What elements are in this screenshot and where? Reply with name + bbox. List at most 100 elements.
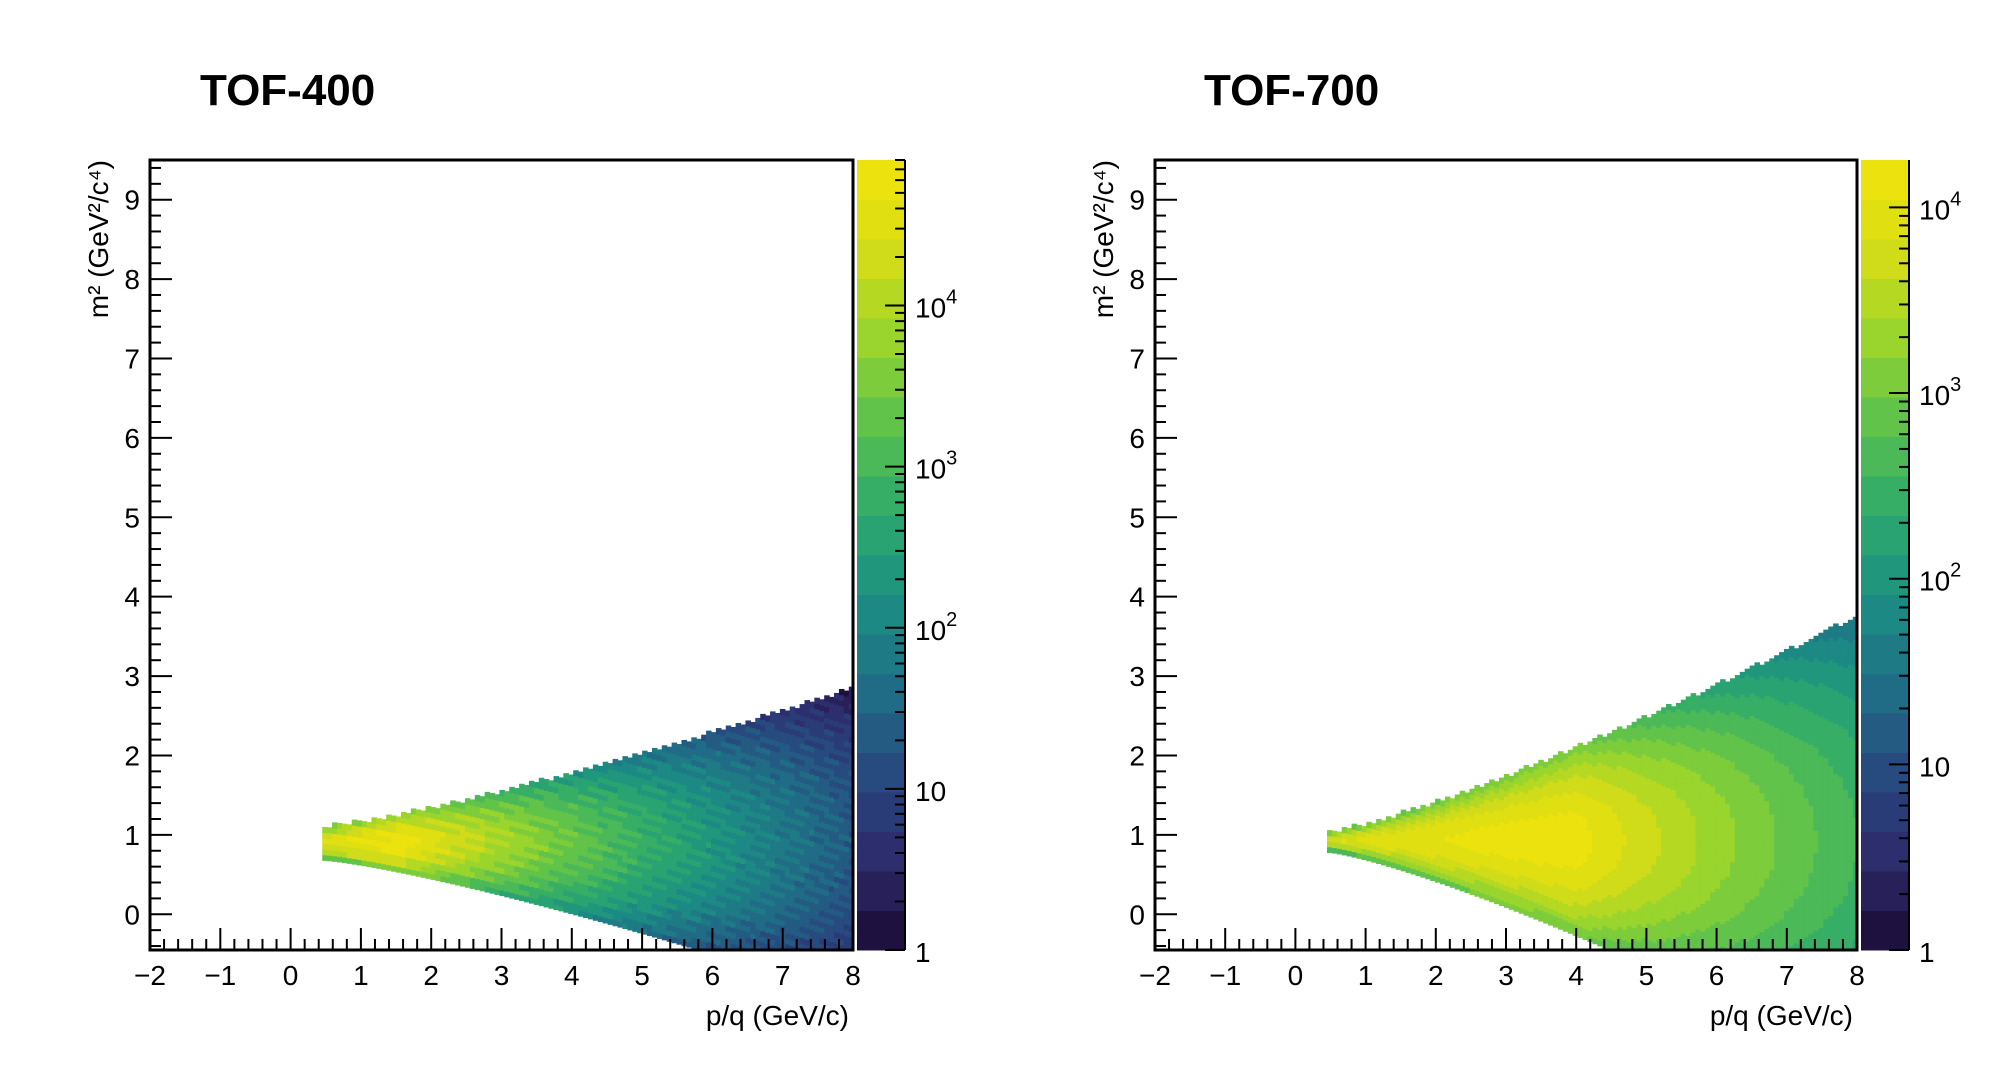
heatmap-cell xyxy=(1538,809,1544,817)
heatmap-cell xyxy=(528,875,535,882)
heatmap-cell xyxy=(1597,890,1603,897)
heatmap-cell xyxy=(760,919,766,926)
heatmap-cell xyxy=(420,832,427,839)
heatmap-cell xyxy=(750,727,756,734)
heatmap-cell xyxy=(543,806,550,813)
heatmap-cell xyxy=(779,859,786,866)
heatmap-cell xyxy=(1567,810,1574,818)
heatmap-cell xyxy=(533,787,540,794)
heatmap-cell xyxy=(484,875,491,882)
heatmap-cell xyxy=(770,933,776,940)
heatmap-cell xyxy=(838,844,845,851)
heatmap-cell xyxy=(779,725,786,732)
heatmap-cell xyxy=(617,776,624,784)
heatmap-cell xyxy=(519,800,525,807)
heatmap-cell xyxy=(1670,739,1677,746)
heatmap-cell xyxy=(523,890,530,897)
heatmap-cell xyxy=(1484,794,1490,801)
heatmap-cell xyxy=(647,757,653,764)
heatmap-cell xyxy=(425,850,432,857)
heatmap-cell xyxy=(1607,788,1613,795)
heatmap-cell xyxy=(1670,889,1677,896)
heatmap-cell xyxy=(533,854,540,861)
heatmap-cell xyxy=(597,777,604,784)
heatmap-cell xyxy=(1607,827,1613,834)
heatmap-cell xyxy=(322,826,328,834)
heatmap-cell xyxy=(519,889,525,896)
heatmap-cell xyxy=(1641,920,1647,927)
heatmap-cell xyxy=(509,797,515,805)
heatmap-cell xyxy=(568,807,574,814)
heatmap-cell xyxy=(1602,903,1608,910)
heatmap-cell xyxy=(730,760,737,767)
heatmap-cell xyxy=(838,822,845,829)
heatmap-cell xyxy=(686,824,692,831)
heatmap-cell xyxy=(760,891,766,898)
heatmap-cell xyxy=(1543,861,1549,869)
heatmap-cell xyxy=(1597,801,1603,808)
heatmap-cell xyxy=(489,826,496,833)
heatmap-cell xyxy=(469,832,476,839)
heatmap-cell xyxy=(1607,772,1613,779)
heatmap-cell xyxy=(1577,787,1584,794)
heatmap-cell xyxy=(642,895,648,902)
heatmap-cell xyxy=(1612,807,1618,814)
heatmap-cell xyxy=(592,859,599,866)
heatmap-cell xyxy=(1528,783,1534,790)
heatmap-cell xyxy=(730,860,737,867)
heatmap-cell xyxy=(1621,767,1628,774)
heatmap-cell xyxy=(637,771,643,778)
heatmap-cell xyxy=(834,748,840,755)
heatmap-cell xyxy=(1636,840,1643,847)
heatmap-cell xyxy=(622,861,628,868)
heatmap-cell xyxy=(819,966,825,972)
heatmap-cell xyxy=(838,794,845,801)
heatmap-cell xyxy=(819,788,825,795)
heatmap-cell xyxy=(440,875,446,883)
heatmap-cell xyxy=(681,812,687,819)
heatmap-cell xyxy=(1587,769,1593,776)
heatmap-cell xyxy=(405,829,412,836)
heatmap-cell xyxy=(386,853,392,860)
heatmap-cell xyxy=(838,694,845,701)
heatmap-cell xyxy=(735,761,742,769)
heatmap-cell xyxy=(533,793,540,800)
heatmap-cell xyxy=(1626,897,1633,904)
heatmap-cell xyxy=(563,789,569,796)
heatmap-cell xyxy=(647,818,653,825)
heatmap-cell xyxy=(750,883,756,890)
heatmap-cell xyxy=(1637,952,1643,958)
heatmap-cell xyxy=(1636,740,1643,747)
heatmap-cell xyxy=(1651,713,1657,721)
heatmap-cell xyxy=(725,736,732,743)
heatmap-cell xyxy=(725,769,732,777)
heatmap-cell xyxy=(1670,867,1677,874)
heatmap-cell xyxy=(784,710,791,717)
heatmap-cell xyxy=(558,855,564,862)
heatmap-cell xyxy=(509,809,515,816)
heatmap-cell xyxy=(730,799,737,806)
heatmap-cell xyxy=(1454,827,1461,834)
heatmap-cell xyxy=(617,765,624,773)
heatmap-cell xyxy=(346,852,353,859)
heatmap-cell xyxy=(755,862,761,869)
heatmap-cell xyxy=(671,909,678,916)
heatmap-cell xyxy=(676,755,683,762)
heatmap-cell xyxy=(612,775,619,782)
heatmap-cell xyxy=(469,860,476,867)
heatmap-cell xyxy=(543,845,550,852)
heatmap-cell xyxy=(1646,778,1652,785)
heatmap-cell xyxy=(455,834,461,842)
heatmap-cell xyxy=(592,892,599,899)
heatmap-cell xyxy=(1513,788,1520,796)
heatmap-cell xyxy=(848,886,853,893)
heatmap-cell xyxy=(750,827,756,834)
heatmap-cell xyxy=(568,774,574,781)
heatmap-cell xyxy=(804,738,811,746)
heatmap-cell xyxy=(1381,848,1387,855)
heatmap-cell xyxy=(770,944,776,950)
heatmap-cell xyxy=(1548,802,1554,809)
heatmap-cell xyxy=(1479,831,1485,838)
heatmap-cell xyxy=(455,829,461,836)
heatmap-cell xyxy=(587,891,594,898)
